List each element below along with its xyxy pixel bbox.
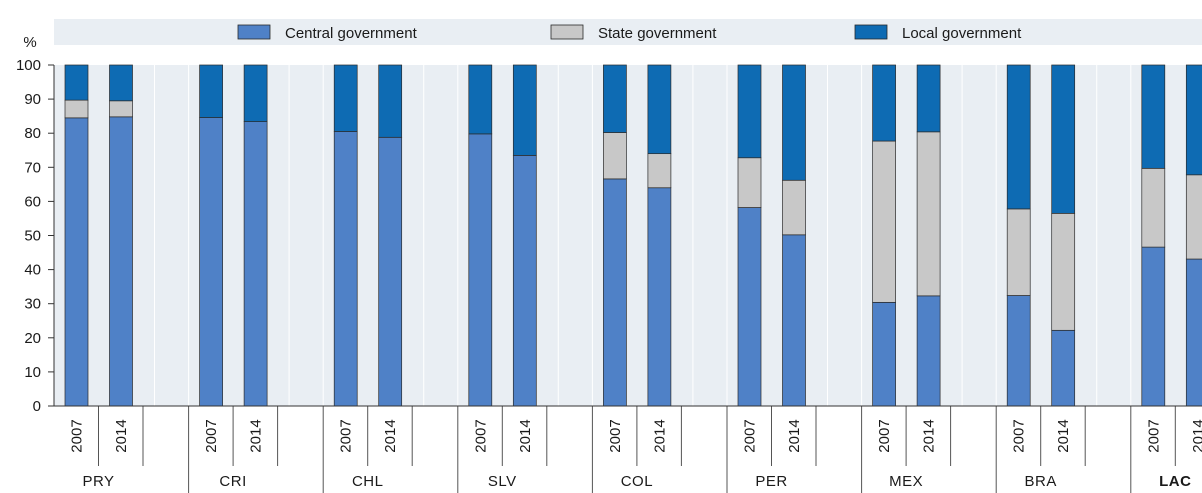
legend-swatch-local-government — [854, 24, 888, 40]
x-tick-label-year: 2014 — [1055, 419, 1072, 452]
x-tick-label-year: 2007 — [203, 419, 220, 452]
x-group-label-col: COL — [621, 473, 653, 490]
bar-state-government-per-2014 — [782, 179, 806, 236]
bar-local-government-cri-2007 — [199, 64, 223, 118]
y-tick-label: 40 — [24, 262, 41, 279]
bar-state-government-mex-2007 — [872, 140, 896, 303]
x-group-label-per: PER — [755, 473, 787, 490]
bar-central-government-bra-2014 — [1051, 329, 1076, 407]
bar-local-government-pry-2007 — [64, 64, 89, 101]
bar-local-government-chl-2014 — [378, 64, 403, 138]
y-axis-unit: % — [23, 34, 36, 51]
legend-swatch-state-government — [550, 24, 584, 40]
bar-state-government-per-2007 — [737, 157, 762, 208]
x-group-label-cri: CRI — [219, 473, 246, 490]
bar-local-government-slv-2007 — [468, 64, 493, 135]
bar-central-government-slv-2014 — [512, 155, 537, 407]
bar-central-government-chl-2007 — [333, 131, 358, 407]
bar-state-government-mex-2014 — [916, 131, 941, 297]
bar-state-government-bra-2014 — [1051, 212, 1076, 331]
y-axis: 0 10 20 30 40 50 60 70 80 90 100 — [16, 57, 55, 415]
legend-label-central-government: Central government — [285, 25, 418, 42]
x-tick-label-year: 2007 — [742, 419, 759, 452]
y-tick-label: 50 — [24, 228, 41, 245]
bar-state-government-col-2014 — [647, 153, 672, 189]
bar-local-government-chl-2007 — [333, 64, 358, 132]
bar-local-government-mex-2007 — [872, 64, 896, 142]
bar-local-government-cri-2014 — [243, 64, 268, 122]
x-tick-label-year: 2014 — [113, 419, 130, 452]
legend-label-state-government: State government — [598, 25, 717, 42]
x-group-label-slv: SLV — [488, 473, 517, 490]
bar-central-government-cri-2007 — [199, 117, 223, 407]
bar-state-government-bra-2007 — [1006, 208, 1031, 296]
x-tick-label-year: 2014 — [1190, 419, 1202, 452]
x-tick-label-year: 2007 — [69, 419, 86, 452]
bar-state-government-pry-2014 — [109, 100, 133, 118]
x-group-label-mex: MEX — [889, 473, 923, 490]
x-axis: 2007 2014 PRY 2007 2014 CRI 2007 2014 CHL 2007 201… — [54, 405, 1202, 493]
bar-central-government-col-2014 — [647, 187, 672, 407]
y-tick-label: 100 — [16, 57, 41, 74]
y-tick-label: 10 — [24, 364, 41, 381]
x-tick-label-year: 2014 — [382, 419, 399, 452]
bar-central-government-slv-2007 — [468, 133, 493, 407]
x-tick-label-year: 2007 — [472, 419, 489, 452]
x-tick-label-year: 2014 — [921, 419, 938, 452]
x-tick-label-year: 2014 — [517, 419, 534, 452]
bar-state-government-lac-2007 — [1141, 167, 1166, 248]
x-group-label-lac: LAC — [1159, 473, 1191, 490]
bar-central-government-lac-2007 — [1141, 246, 1166, 407]
legend: Central government State government Local … — [237, 24, 1022, 42]
bar-local-government-per-2007 — [737, 64, 762, 159]
bar-local-government-bra-2007 — [1006, 64, 1031, 210]
bar-central-government-per-2007 — [737, 207, 762, 407]
bar-state-government-lac-2014 — [1185, 174, 1202, 260]
bar-local-government-lac-2007 — [1141, 64, 1166, 169]
bar-central-government-chl-2014 — [378, 136, 403, 407]
x-tick-label-year: 2014 — [651, 419, 668, 452]
x-tick-label-year: 2014 — [786, 419, 803, 452]
bar-local-government-bra-2014 — [1051, 64, 1076, 214]
y-tick-label: 70 — [24, 159, 41, 176]
bar-local-government-col-2007 — [603, 64, 627, 133]
bar-central-government-cri-2014 — [243, 121, 268, 407]
y-tick-label: 20 — [24, 330, 41, 347]
x-group-label-bra: BRA — [1025, 473, 1057, 490]
bar-state-government-col-2007 — [603, 132, 627, 180]
bar-central-government-pry-2007 — [64, 117, 89, 407]
bar-central-government-per-2014 — [782, 234, 806, 407]
x-tick-label-year: 2007 — [1145, 419, 1162, 452]
x-tick-label-year: 2007 — [876, 419, 893, 452]
y-tick-label: 80 — [24, 125, 41, 142]
legend-swatch-central-government — [237, 24, 271, 40]
x-group-label-chl: CHL — [352, 473, 384, 490]
y-tick-label: 0 — [33, 398, 41, 415]
legend-label-local-government: Local government — [902, 25, 1022, 42]
bar-central-government-mex-2014 — [916, 295, 941, 407]
y-tick-label: 90 — [24, 91, 41, 108]
x-tick-label-year: 2007 — [1011, 419, 1028, 452]
x-group-label-pry: PRY — [82, 473, 114, 490]
bar-local-government-mex-2014 — [916, 64, 941, 133]
y-tick-label: 60 — [24, 193, 41, 210]
x-tick-label-year: 2007 — [338, 419, 355, 452]
bars — [64, 64, 1202, 407]
bar-local-government-slv-2014 — [512, 64, 537, 156]
bar-state-government-pry-2007 — [64, 99, 89, 119]
x-tick-label-year: 2014 — [248, 419, 265, 452]
y-tick-label: 30 — [24, 296, 41, 313]
bar-central-government-bra-2007 — [1006, 295, 1031, 407]
bar-central-government-mex-2007 — [872, 301, 896, 407]
bar-central-government-col-2007 — [603, 178, 627, 407]
bar-local-government-lac-2014 — [1185, 64, 1202, 176]
bar-central-government-pry-2014 — [109, 116, 133, 407]
x-tick-label-year: 2007 — [607, 419, 624, 452]
bar-local-government-per-2014 — [782, 64, 806, 181]
bar-local-government-col-2014 — [647, 64, 672, 155]
bar-central-government-lac-2014 — [1185, 258, 1202, 407]
bar-local-government-pry-2014 — [109, 64, 133, 102]
grid-separators — [154, 65, 1132, 406]
